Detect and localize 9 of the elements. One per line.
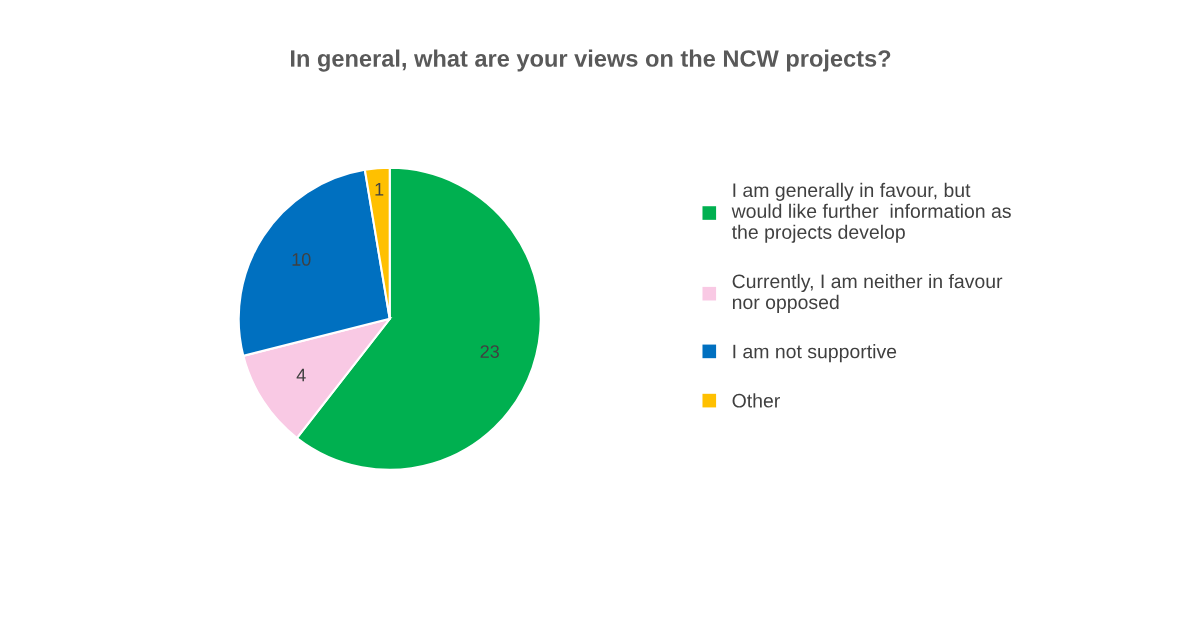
chart-title: In general, what are your views on the NCW projects?: [290, 49, 891, 72]
data-label: 1: [375, 183, 384, 196]
data-label: 10: [292, 253, 311, 266]
legend-label: I am generally in favour, but would like further information as the projects develop: [731, 182, 1011, 243]
legend-label: Other: [732, 393, 780, 408]
data-label: 4: [296, 368, 306, 382]
legend-label: I am not supportive: [733, 344, 897, 363]
legend-label: Currently, I am neither in favour nor opposed: [732, 273, 1003, 313]
data-label: 23: [480, 345, 499, 358]
